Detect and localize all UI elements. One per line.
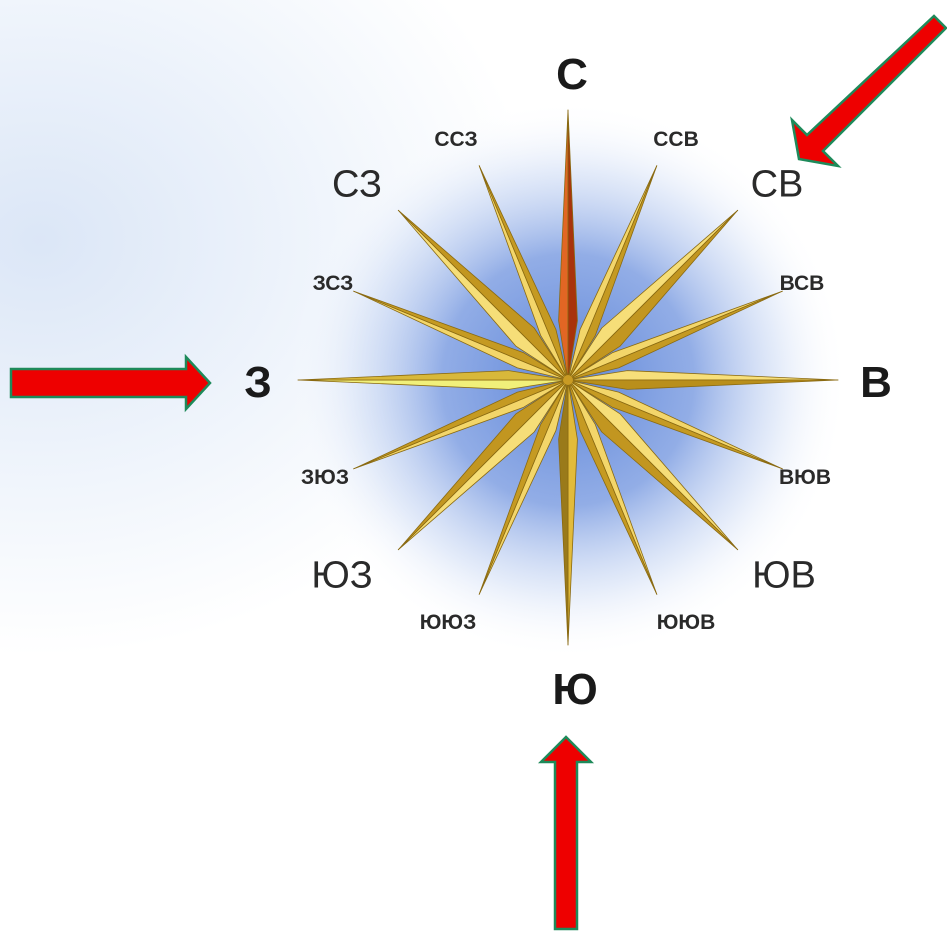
label-n: С	[556, 50, 588, 99]
rose-minor-ray-5-right	[353, 379, 569, 470]
label-sse: ЮЮВ	[656, 611, 716, 634]
label-sw: ЮЗ	[311, 554, 373, 597]
rose-west-ray-right	[297, 370, 569, 381]
label-se: ЮВ	[752, 554, 816, 597]
label-nnw: ССЗ	[434, 128, 478, 151]
label-nne: ССВ	[653, 128, 699, 151]
arrow-to-s	[537, 735, 595, 931]
label-wsw: ЗЮЗ	[301, 466, 349, 489]
arrow-to-w	[9, 353, 212, 413]
label-nw: СЗ	[332, 163, 382, 206]
arrow-to-ne	[790, 14, 947, 168]
label-ssw: ЮЮЗ	[419, 611, 477, 634]
rose-intercardinal-ray-0-right	[567, 209, 739, 381]
label-s: Ю	[552, 665, 598, 714]
rose-minor-ray-2-right	[567, 379, 783, 470]
label-ene: ВСВ	[779, 272, 825, 295]
rose-minor-ray-6-right	[353, 290, 569, 381]
label-ne: СВ	[750, 163, 804, 206]
rose-intercardinal-ray-3-right	[397, 209, 569, 381]
rose-south-ray-right	[558, 379, 569, 646]
rose-intercardinal-ray-2-right	[397, 379, 569, 551]
label-ese: ВЮВ	[779, 466, 831, 489]
label-e: В	[860, 358, 892, 407]
rose-east-ray-right	[567, 379, 839, 390]
rose-minor-ray-7-right	[478, 165, 569, 381]
label-wnw: ЗСЗ	[312, 272, 354, 295]
rose-north-ray-right	[567, 109, 578, 381]
rose-minor-ray-1-right	[567, 290, 783, 381]
rose-minor-ray-0-right	[567, 165, 658, 381]
rose-minor-ray-3-right	[567, 379, 658, 595]
rose-center	[563, 375, 573, 385]
label-w: З	[244, 358, 272, 407]
rose-minor-ray-4-right	[478, 379, 569, 595]
rose-intercardinal-ray-1-right	[567, 379, 739, 551]
